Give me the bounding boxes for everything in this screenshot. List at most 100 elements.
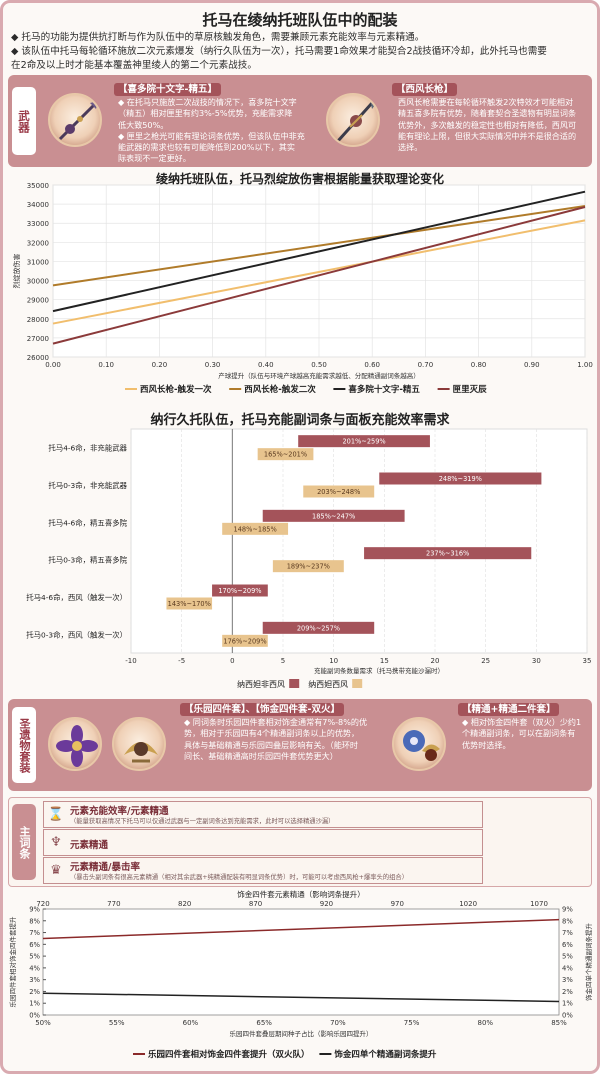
x-tick-label: 75% — [404, 1019, 420, 1027]
y-tick-label: 8% — [29, 917, 40, 925]
kitain-spear-icon — [48, 93, 102, 147]
series-line — [52, 190, 586, 313]
y-tick-label: 0% — [29, 1012, 40, 1020]
bar-data-label: 209%~257% — [297, 624, 340, 632]
top-axis-title: 饰金四件套元素精通（影响词条提升） — [237, 889, 365, 899]
intro-line: ◆ 托马的功能为提供抗打断与作为队伍中的草原核触发角色，需要兼顾元素充能效率与元… — [11, 32, 425, 43]
y-tick-label: 34000 — [27, 201, 49, 209]
artifact-label-text: 圣遗物套装 — [18, 717, 31, 773]
gilded-dreams-icon — [112, 717, 166, 771]
range-bar — [262, 509, 405, 522]
goblet-icon: ♆ — [50, 834, 62, 850]
y-tick-label: 31000 — [27, 258, 49, 266]
weapon-label-text: 武器 — [17, 109, 31, 133]
x-tick-label: 0.30 — [205, 361, 221, 369]
series-line — [42, 918, 560, 940]
desc-line: 精五喜多院有优势，随着套契合圣遗物有明显词条 — [398, 108, 577, 119]
intro-text: ◆ 托马的功能为提供抗打断与作为队伍中的草原核触发角色，需要兼顾元素充能效率与元… — [11, 31, 589, 73]
artifact-desc-em: ◆ 相对饰金四件套（双火）少约1 个精通副词条，可以在副词条有 优势时选择。 — [462, 717, 590, 751]
y-tick-label: 29000 — [27, 297, 49, 305]
artifact-desc-paradise: ◆ 同词条时乐园四件套相对饰金通常有7%-8%的优 势，相对于乐园四有4个精通副… — [184, 717, 384, 762]
x-tick-label: 35 — [583, 657, 592, 665]
y2-tick-label: 1% — [562, 1000, 573, 1008]
y-tick-label: 5% — [29, 953, 40, 961]
weapon-band: 武器 【喜多院十文字-精五】 ◆ 在托马只施放二次战技的情况下，喜多院十文字 （… — [8, 75, 592, 167]
top-x-tick-label: 1020 — [459, 900, 477, 908]
bar-data-label: 248%~319% — [439, 475, 482, 483]
range-bar — [262, 621, 375, 634]
bar-data-label: 148%~185% — [234, 525, 277, 533]
desc-line: ◆ 同词条时乐园四件套相对饰金通常有7%-8%的优 — [184, 717, 368, 727]
legend-label: 乐园四件套相对饰金四件套提升（双火队） — [148, 1049, 310, 1060]
x-tick-label: 0.40 — [258, 361, 274, 369]
bar-data-label: 189%~237% — [287, 563, 330, 571]
legend-label: 饰金四单个精通副词条提升 — [334, 1049, 437, 1060]
weapon-desc-kitain: ◆ 在托马只施放二次战技的情况下，喜多院十文字 （精五）相对匣里有约3%-5%优… — [118, 97, 314, 165]
series-line — [52, 219, 586, 325]
x-tick-label: 50% — [35, 1019, 51, 1027]
desc-line: 低大致50%。 — [118, 119, 169, 130]
desc-line: 西风长枪需要在每轮循环触发2次特效才可能相对 — [398, 97, 574, 107]
category-label: 托马0-3命，精五喜多院 — [48, 556, 127, 565]
y-tick-label: 3% — [29, 976, 40, 984]
x-tick-label: 0.10 — [98, 361, 114, 369]
dual-axis-chart: 饰金四件套元素精通（影响词条提升） 0% 0% 1% 1% 2% 2% 3% 3% 4% 4% 5% 5… — [8, 889, 593, 1060]
x-tick-label: 0.00 — [45, 361, 61, 369]
y-tick-label: 33000 — [27, 220, 49, 228]
y-tick-label: 27000 — [27, 335, 49, 343]
stats-section-label: 主词条 — [12, 804, 36, 880]
crown-icon: ♛ — [50, 862, 62, 878]
x-tick-label: 60% — [183, 1019, 199, 1027]
y-tick-label: 30000 — [27, 278, 49, 286]
legend-label: 纳西妲西风 — [308, 679, 348, 689]
x-tick-label: 0.60 — [364, 361, 380, 369]
x-axis-label: 乐园四件套叠层期间种子占比（影响乐园四提升） — [230, 1029, 373, 1038]
range-bar — [257, 448, 314, 461]
desc-line: 优势时选择。 — [462, 739, 511, 750]
y2-tick-label: 6% — [562, 941, 573, 949]
y2-tick-label: 2% — [562, 988, 573, 996]
line-chart: 26000 27000 28000 29000 30000 31000 32000 33000… — [12, 182, 593, 395]
category-label: 托马0-3命，西风（触发一次） — [26, 630, 127, 639]
x-tick-label: -10 — [125, 657, 136, 665]
range-bar — [222, 522, 289, 535]
bar-data-label: 170%~209% — [218, 587, 261, 595]
top-x-tick-label: 820 — [178, 900, 191, 908]
top-x-tick-label: 770 — [107, 900, 120, 908]
y-tick-label: 1% — [29, 1000, 40, 1008]
stat-sub-circlet: （暴击头副词条有很高元素精通（相对其余武器+纯精通配装有明显词条优势）时，可能可… — [70, 874, 408, 881]
x-tick-label: -5 — [178, 657, 185, 665]
intro-line: ◆ 该队伍中托马每轮循环施放二次元素爆发（纳行久队伍为一次），托马需要1命效果才… — [11, 46, 547, 57]
desc-line: ◆ 相对饰金四件套（双火）少约1 — [462, 717, 582, 727]
legend-swatch — [352, 679, 363, 688]
series-line — [52, 205, 586, 287]
y2-tick-label: 7% — [562, 929, 573, 937]
desc-line: 际表现不一定更好。 — [118, 153, 191, 164]
range-bar — [222, 634, 268, 647]
stat-main-goblet: 元素精通 — [70, 840, 109, 851]
bar-data-label: 185%~247% — [312, 512, 355, 520]
legend-label: 西风长枪-触发一次 — [140, 384, 212, 395]
category-label: 托马4-6命，非充能武器 — [48, 444, 127, 453]
range-bar — [298, 435, 430, 448]
weapon-section-label: 武器 — [12, 87, 36, 155]
category-label: 托马4-6命，精五喜多院 — [48, 518, 127, 527]
x-tick-label: 85% — [551, 1019, 567, 1027]
bar-data-label: 143%~170% — [168, 600, 211, 608]
plot-area — [130, 428, 588, 654]
artifact-name-em: 【精通+精通二件套】 — [458, 703, 560, 716]
y-tick-label: 7% — [29, 929, 40, 937]
y-tick-label: 9% — [29, 906, 40, 914]
y2-tick-label: 9% — [562, 906, 573, 914]
desc-line: 个精通副词条，可以在副词条有 — [462, 728, 576, 739]
y-tick-label: 6% — [29, 941, 40, 949]
x-tick-label: 0.90 — [524, 361, 540, 369]
y2-tick-label: 8% — [562, 917, 573, 925]
y-axis-label: 烈绽放伤害 — [12, 254, 21, 289]
x-tick-label: 0.80 — [471, 361, 487, 369]
desc-line: 优势外，多次触发的稳定性也相对有降低，西风可 — [398, 119, 577, 130]
y-tick-label: 32000 — [27, 239, 49, 247]
stat-row-circlet: ♛ 元素精通/暴击率 （暴击头副词条有很高元素精通（相对其余武器+纯精通配装有明… — [43, 857, 483, 884]
x-axis-label: 充能副词条数量需求（托马携带充能沙漏时） — [314, 666, 444, 675]
